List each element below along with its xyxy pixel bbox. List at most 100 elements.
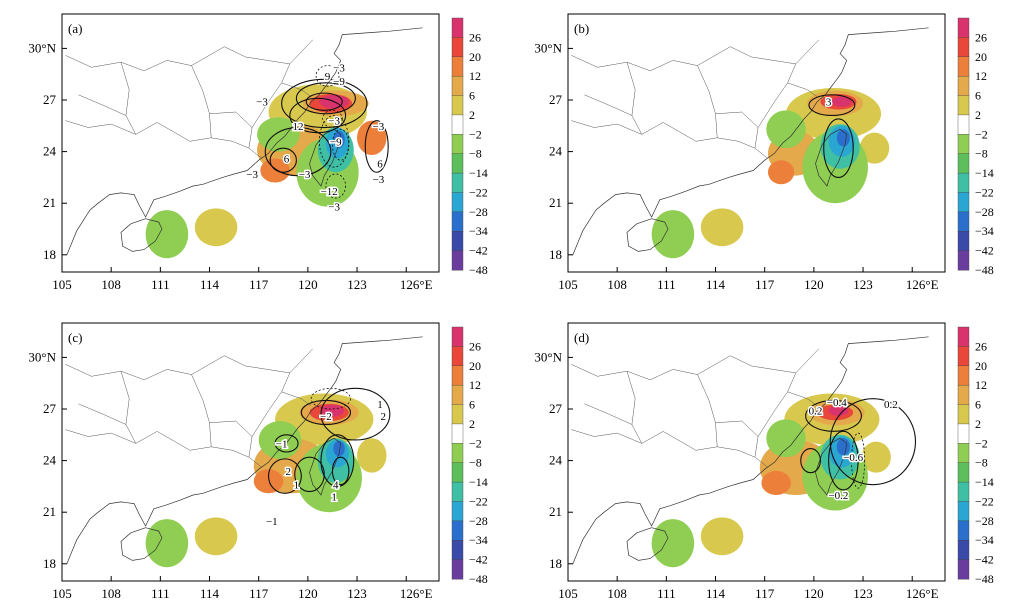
contour-label: −3 [256, 97, 268, 109]
colorbar-cell [957, 346, 970, 367]
colorbar-tick-label: −8 [469, 456, 482, 470]
colorbar-cell [957, 501, 970, 522]
colorbar-cell [451, 540, 464, 561]
y-tick-label: 24 [43, 453, 57, 468]
map-panel-a: −39−3−9−312 −3−96 6−3 −3 −3−12−3(a)105 108 111… [28, 13, 488, 292]
x-tick-label: 111 [657, 277, 676, 292]
map-frame [567, 322, 946, 582]
contour-label: 1 [331, 492, 337, 504]
colorbar-tick-label: 20 [975, 50, 987, 64]
colorbar-cell [957, 520, 970, 541]
colorbar-tick-label: −28 [469, 205, 488, 219]
colorbar-cell [451, 346, 464, 367]
colorbar-cell [957, 462, 970, 483]
contour-line [320, 434, 355, 487]
contour-label: −3 [328, 202, 340, 214]
contour-label: −0.4 [827, 397, 847, 409]
colorbar-tick-label: −22 [469, 185, 488, 199]
shading-area [258, 421, 302, 459]
shading-area [194, 208, 238, 247]
x-tick-label: 114 [706, 277, 726, 292]
province-border [65, 429, 176, 444]
colorbar-cell [451, 37, 464, 58]
province-border [78, 403, 127, 425]
x-tick-label: 105 [52, 277, 72, 292]
contour-line [320, 387, 391, 441]
contour-line [281, 78, 368, 129]
shading-layer [145, 84, 387, 259]
x-tick-label: 123 [853, 586, 873, 601]
colorbar-tick-label: −14 [469, 475, 488, 489]
contour-line [805, 399, 862, 432]
colorbar-cell [957, 211, 970, 232]
shading-area [333, 130, 345, 149]
shading-area [700, 208, 744, 247]
y-tick-label: 21 [43, 504, 56, 519]
colorbar-cell [957, 250, 970, 271]
y-tick-label: 27 [549, 401, 563, 416]
shading-area [357, 438, 387, 473]
colorbar-cell [957, 17, 970, 38]
contour-label: 0.2 [884, 399, 898, 411]
province-border [715, 111, 759, 149]
y-tick-label: 27 [43, 92, 57, 107]
province-border [715, 420, 759, 458]
colorbar-tick-label: −48 [975, 572, 994, 586]
contour-line [305, 92, 343, 111]
colorbar-tick-label: −22 [975, 185, 994, 199]
contour-line [295, 82, 356, 115]
colorbar-cell [957, 114, 970, 135]
contour-label: −12 [321, 186, 338, 198]
map-content: −39−3−9−312 −3−96 6−3 −3 −3−12−3 [65, 27, 423, 259]
contour-layer [264, 65, 389, 199]
province-border [251, 372, 291, 437]
y-tick-label: 30°N [534, 349, 562, 364]
colorbar-cell [451, 192, 464, 213]
shading-area [836, 438, 850, 456]
map-panel-c: −212−121 41−1(c)105 108 111 114 117 120 123 126°… [28, 322, 488, 601]
y-tick-label: 30°N [28, 349, 56, 364]
province-border [571, 364, 698, 381]
colorbar: 26 20 12 6 2 −2 −8 −14 −22 −28 −34 −42 −48 [957, 326, 994, 586]
contour-label: −3 [333, 62, 345, 74]
taiwan-island [309, 437, 342, 496]
colorbar-tick-label: −28 [975, 205, 994, 219]
province-border [680, 132, 769, 159]
y-tick-label: 21 [549, 504, 562, 519]
colorbar-cell [451, 231, 464, 252]
colorbar-tick-label: −2 [469, 436, 482, 450]
colorbar-tick-label: 6 [469, 89, 475, 103]
colorbar-cell [957, 56, 970, 77]
contour-line [823, 118, 854, 178]
y-tick-label: 18 [549, 247, 562, 262]
contour-label: −3 [372, 174, 384, 186]
y-tick-label: 27 [43, 401, 57, 416]
x-tick-label: 120 [298, 586, 318, 601]
colorbar-tick-label: 26 [975, 30, 987, 44]
province-border [680, 441, 769, 468]
taiwan-island [815, 437, 848, 496]
colorbar-cell [451, 365, 464, 386]
panel-label: (d) [574, 330, 589, 345]
map-content: 3 [571, 27, 929, 259]
y-tick-label: 18 [43, 247, 56, 262]
contour-line [828, 430, 859, 491]
x-tick-label: 111 [657, 586, 676, 601]
colorbar-cell [451, 134, 464, 155]
shading-layer [145, 393, 387, 568]
province-border [787, 82, 818, 97]
shading-area [253, 469, 284, 494]
x-tick-label: 105 [558, 586, 578, 601]
x-tick-label: 114 [200, 277, 220, 292]
contour-label: 12 [293, 121, 304, 133]
colorbar-tick-label: 26 [975, 339, 987, 353]
map-panel-d: −0.4 0.2 0.2 −0.6 −0.2 (d) 105 108 111 114 117 120 1… [534, 322, 994, 601]
contour-label: −2 [320, 411, 332, 423]
colorbar-tick-label: −2 [469, 127, 482, 141]
colorbar-tick-label: 6 [975, 89, 981, 103]
contour-label: −1 [276, 438, 288, 450]
y-tick-label: 21 [43, 195, 56, 210]
colorbar: 26 20 12 6 2 −2 −8 −14 −22 −28 −34 −42 −48 [957, 17, 994, 277]
province-border [281, 391, 312, 406]
shading-area [145, 210, 189, 259]
